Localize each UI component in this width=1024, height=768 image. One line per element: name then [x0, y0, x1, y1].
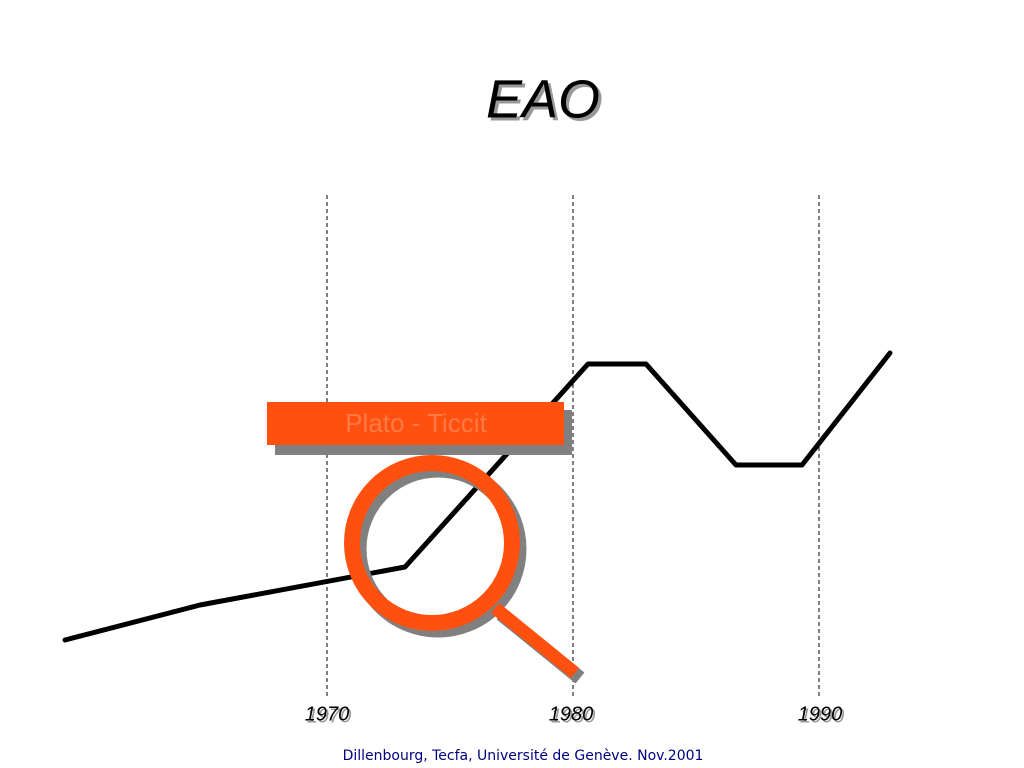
magnifier-handle [490, 602, 580, 679]
year-label-shadow: 1990 [800, 705, 845, 727]
magnifier [344, 455, 585, 684]
year-label: 1990 [798, 703, 843, 725]
year-label: 1980 [549, 703, 594, 725]
year-label-shadow: 1970 [307, 705, 352, 727]
magnifier-ring [344, 455, 520, 631]
callout-box [267, 402, 564, 445]
callout-label: Plato - Ticcit [345, 408, 487, 438]
footer: Dillenbourg, Tecfa, Université de Genève… [343, 748, 704, 764]
year-label-shadow: 1980 [551, 705, 596, 727]
trend-line [62, 350, 893, 643]
year-label: 1970 [305, 703, 350, 725]
title-shadow: EAO [489, 72, 603, 132]
title: EAO [486, 69, 600, 129]
